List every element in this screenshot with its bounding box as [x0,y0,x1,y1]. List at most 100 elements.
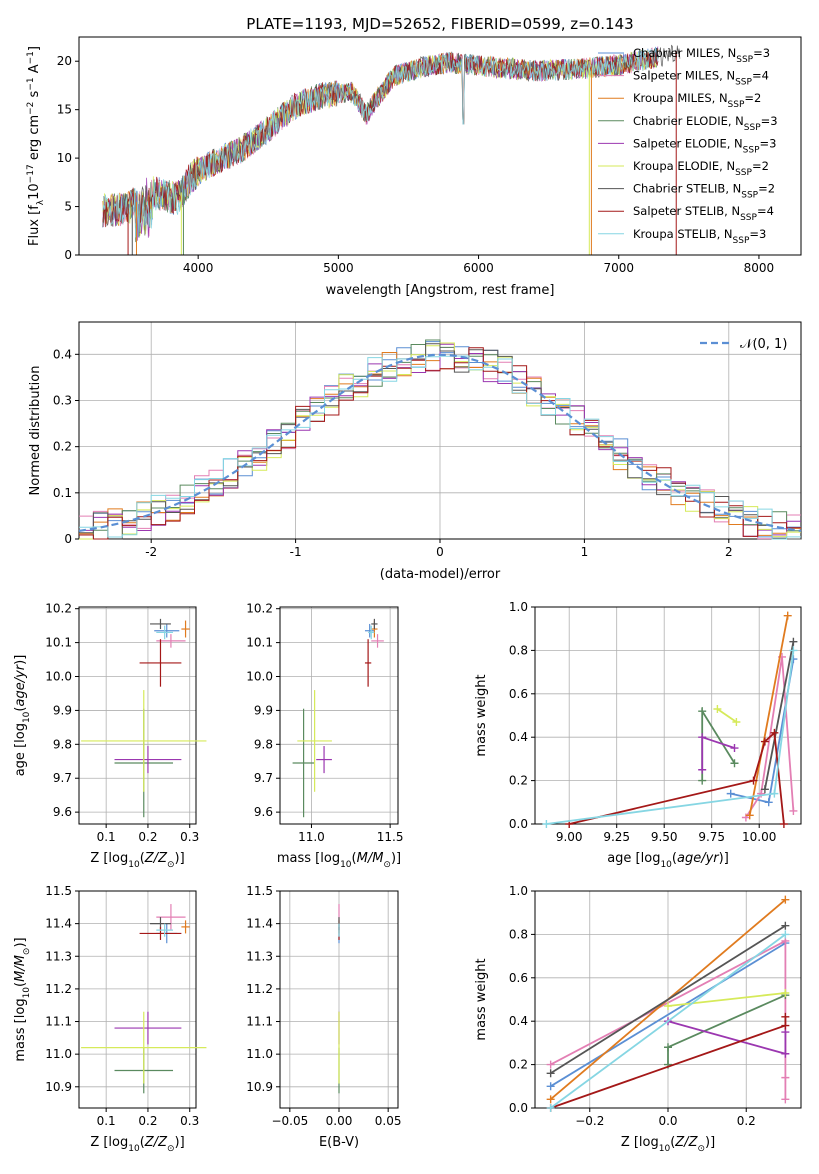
weight-marker [781,1021,790,1030]
x-tick-label: 0 [436,545,444,559]
errorbar-point [156,904,186,931]
y-tick-label: 10.9 [246,1080,273,1094]
legend-label-sub: SSP [735,78,752,88]
y-tick-label: 0.8 [509,927,528,941]
x-label-part: M/M [357,851,384,866]
x-label-sub: ⊙ [383,860,391,870]
x-label-sub: 10 [660,860,672,870]
y-label-part: age/yr [13,663,28,706]
age-vs-metallicity-panel: 0.1 0.2 0.39.69.79.89.910.010.110.2Z [log1… [13,602,207,870]
x-tick-label: 7000 [603,261,634,275]
weight-marker [789,637,798,646]
x-tick-label: 0.2 [138,830,157,844]
weight-marker [745,811,754,820]
weight-marker [789,806,798,815]
y-tick-label: 11.4 [45,917,72,931]
weight-marker [781,921,790,930]
y-label-sub: λ [36,199,46,205]
x-label-part: ( [352,851,357,866]
y-tick-label: 9.6 [254,805,273,819]
weight-series-line [745,656,795,818]
histogram-series [79,343,801,537]
y-axis-label: age [log10(age/yr)] [13,655,32,777]
errorbar-point [154,623,180,638]
legend-entry: Salpeter STELIB, NSSP=4 [633,204,774,223]
y-axis-label: mass weight [474,958,489,1040]
axes-frame [78,36,802,256]
y-label-part: )] [13,937,28,947]
x-axis-label: Z [log10(Z/Z⊙)] [90,851,184,870]
y-tick-label: 0.2 [509,774,528,788]
weight-marker [781,895,790,904]
y-label-sup: −2 [26,102,36,115]
x-tick-label: 9.50 [651,830,678,844]
weight-series [546,921,790,1078]
legend-label-sub: SSP [743,145,760,155]
weight-series-line [568,731,785,825]
weight-vs-age-panel: 9.00 9.25 9.50 9.75 10.00 0.0 0.2 0.4 0.6 0.8 1.0 a… [474,600,802,870]
x-tick-label: 9.75 [698,830,725,844]
errorbar-point [292,708,315,818]
axes-frame [78,890,197,1109]
x-label-part: age [log [607,851,660,866]
weight-marker [542,820,551,828]
errorbar-point [316,746,332,774]
y-tick-label: 9.8 [254,737,273,751]
x-tick-label: 0.1 [97,830,116,844]
y-label-part: A [27,64,42,77]
x-label-part: ( [140,1135,145,1150]
y-label-sup: −1 [26,51,36,64]
y-tick-label: 10.1 [45,636,72,650]
y-label-sup: −17 [26,164,36,183]
legend-label-sub: SSP [740,213,757,223]
weight-series-line [667,992,786,1007]
y-tick-label: 10.2 [45,602,72,616]
y-label-part: ] [27,46,42,51]
x-tick-label: 9.25 [603,830,630,844]
weight-series-line [716,708,737,723]
weight-marker [664,1043,672,1052]
y-tick-label: 11.2 [246,982,273,996]
legend-label-value: =3 [753,46,770,60]
x-axis-label: age [log10(age/yr)] [607,851,729,870]
y-tick-label: 10.2 [246,602,273,616]
errorbar-point [181,620,190,638]
histogram-series [79,355,801,540]
errorbar-point [150,618,171,630]
legend-label-sub: SSP [728,100,745,110]
x-tick-label: 0.0 [658,1114,677,1128]
y-tick-label: 11.5 [45,884,72,898]
y-tick-label: 11.3 [246,949,273,963]
errorbar-point [371,634,384,648]
x-tick-label: 0.2 [138,1114,157,1128]
weight-marker [730,759,739,768]
y-label-sub: 10 [22,711,32,723]
weight-series [713,704,741,727]
x-label-sub: 10 [128,1144,140,1154]
mass-vs-ebv-panel: −0.05 0.00 0.05 10.9 11.0 11.1 11.2 11.3 11.4 11.… [246,884,401,1150]
x-tick-label: 8000 [744,261,775,275]
y-tick-label: 0 [64,532,72,546]
legend-label-value: =4 [752,69,769,83]
y-label-part: age [log [13,723,28,776]
y-tick-label: 10 [57,151,72,165]
x-tick-label: 10.00 [742,830,776,844]
legend-label-text: Salpeter MILES, N [633,69,735,83]
y-label-sub: ⊙ [22,948,32,956]
x-axis-label: mass [log10(M/M⊙)] [277,851,401,870]
spectrum-lines [102,44,681,255]
legend-label-sub: SSP [736,55,753,65]
legend-label-text: Kroupa STELIB, N [633,227,733,241]
y-tick-label: 0.0 [509,817,528,831]
y-tick-label: 0.2 [509,1058,528,1072]
legend-entry: Chabrier ELODIE, NSSP=3 [633,114,778,133]
legend-label-text: Salpeter STELIB, N [633,204,740,218]
legend-label-value: =3 [760,136,777,150]
errorbar-point [364,623,375,638]
errorbar-point [81,690,207,792]
y-tick-label: 10.0 [45,670,72,684]
y-tick-label: 0.4 [53,347,72,361]
y-tick-label: 0.6 [509,687,528,701]
y-tick-label: 1.0 [509,884,528,898]
weight-marker [779,820,788,828]
